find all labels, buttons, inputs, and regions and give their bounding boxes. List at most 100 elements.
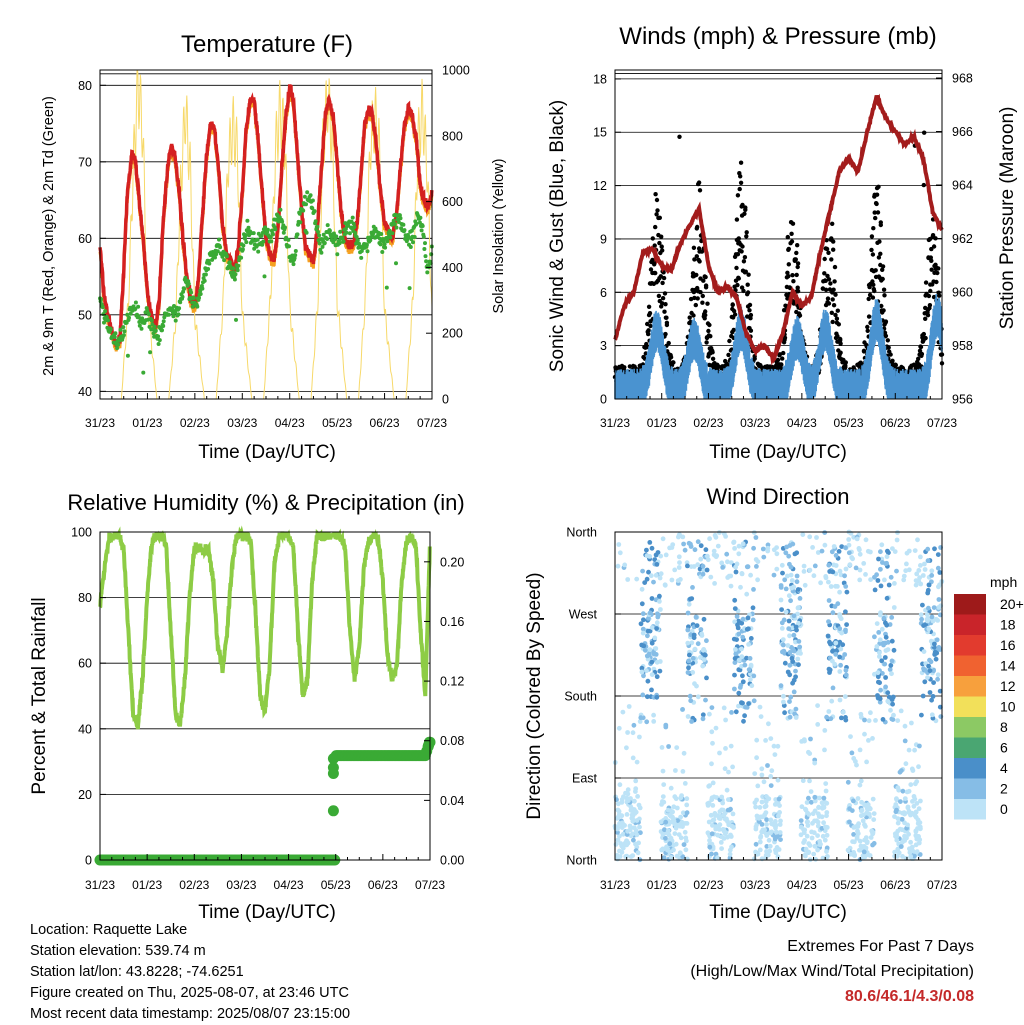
direction-point <box>722 766 728 772</box>
direction-point <box>613 842 619 847</box>
gust-point <box>869 247 874 253</box>
direction-point <box>917 820 923 825</box>
direction-point <box>709 831 715 837</box>
direction-point <box>669 577 675 583</box>
dewpoint-point <box>127 315 131 320</box>
direction-point <box>843 627 848 633</box>
direction-point <box>900 788 906 794</box>
direction-point <box>631 722 637 728</box>
direction-point <box>713 725 719 731</box>
dewpoint-point <box>396 220 401 224</box>
y-tick-label: 60 <box>78 657 92 671</box>
direction-point <box>700 663 706 669</box>
direction-point <box>811 573 817 579</box>
direction-point <box>828 641 833 647</box>
x-tick-label: 31/23 <box>600 878 630 892</box>
direction-point <box>913 578 919 583</box>
direction-point <box>801 737 807 742</box>
direction-point <box>672 567 678 573</box>
dewpoint-point <box>316 229 320 234</box>
gust-point <box>930 233 936 238</box>
dewpoint-point <box>152 324 157 329</box>
direction-point <box>729 710 734 715</box>
direction-point <box>615 801 621 807</box>
direction-point <box>629 808 635 813</box>
gust-point <box>656 293 662 299</box>
gust-point <box>657 215 662 220</box>
direction-point <box>903 761 909 767</box>
gust-point <box>695 224 700 230</box>
direction-point <box>891 712 896 718</box>
direction-point <box>740 616 746 622</box>
dewpoint-point <box>293 249 298 253</box>
dewpoint-point <box>265 227 270 232</box>
gust-point <box>658 274 663 279</box>
gust-point <box>927 303 933 308</box>
gust-point <box>875 210 881 215</box>
gust-point <box>928 288 933 294</box>
direction-point <box>852 852 857 858</box>
dewpoint-point <box>297 211 302 216</box>
direction-point <box>640 630 646 636</box>
direction-point <box>634 818 640 823</box>
dewpoint-point <box>116 342 121 347</box>
direction-point <box>833 651 839 657</box>
direction-point <box>638 621 644 627</box>
dewpoint-point <box>320 244 325 249</box>
y2-tick-label: 600 <box>442 195 463 209</box>
direction-point <box>718 840 724 845</box>
dewpoint-point <box>402 228 407 233</box>
dewpoint-point <box>344 230 349 235</box>
direction-point <box>850 839 855 844</box>
direction-point <box>626 704 632 709</box>
direction-point <box>707 844 713 850</box>
direction-point <box>900 839 905 845</box>
solar-y2-ticks: 0 200 400 600 800 1000 <box>426 64 470 407</box>
gust-point <box>734 265 739 271</box>
direction-point <box>686 601 692 607</box>
direction-point <box>685 714 691 719</box>
dewpoint-point <box>317 241 322 246</box>
y-tick-label: 50 <box>78 308 92 322</box>
direction-point <box>715 543 721 549</box>
temperature-title: Temperature (F) <box>181 31 353 58</box>
direction-point <box>615 563 621 569</box>
direction-point <box>853 759 858 764</box>
direction-point <box>625 577 631 582</box>
direction-point <box>657 575 663 581</box>
direction-point <box>894 568 899 574</box>
dewpoint-point <box>161 319 166 324</box>
direction-point <box>925 675 930 680</box>
gust-point <box>829 236 834 241</box>
gust-point <box>747 308 752 313</box>
direction-point <box>839 544 845 549</box>
direction-point <box>890 546 895 551</box>
dewpoint-point <box>182 286 187 291</box>
direction-point <box>710 803 716 808</box>
direction-point <box>870 736 875 741</box>
gust-point <box>795 243 800 248</box>
gust-point <box>822 271 827 276</box>
gust-point <box>664 315 669 320</box>
direction-point <box>837 614 843 619</box>
direction-point <box>931 680 936 685</box>
dewpoint-point <box>273 227 278 232</box>
direction-point <box>894 807 899 813</box>
direction-point <box>739 654 745 660</box>
direction-point <box>620 845 626 851</box>
direction-point <box>763 803 769 809</box>
direction-point <box>833 583 838 589</box>
dewpoint-point <box>325 237 330 241</box>
gust-point <box>691 313 696 318</box>
dewpoint-point <box>125 353 130 358</box>
gust-point <box>708 334 713 339</box>
y2-tick-label: 200 <box>442 327 463 341</box>
x-tick-label: 05/23 <box>321 878 351 892</box>
gust-point <box>730 302 735 308</box>
direction-point <box>649 625 655 630</box>
dewpoint-point <box>397 213 402 218</box>
direction-point <box>902 738 908 744</box>
direction-point <box>619 797 625 802</box>
direction-point <box>912 548 918 553</box>
direction-point <box>918 612 924 618</box>
